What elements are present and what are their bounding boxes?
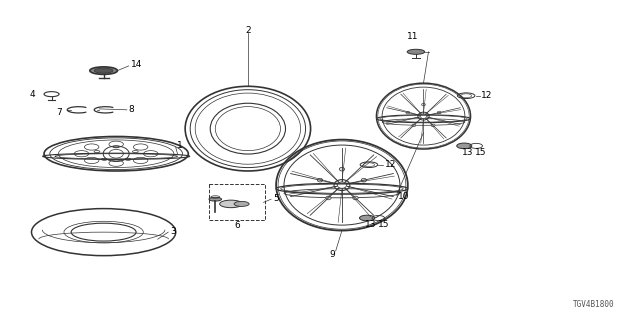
Ellipse shape [220,200,242,208]
Ellipse shape [437,111,441,114]
Text: 13: 13 [461,148,473,157]
Ellipse shape [209,197,221,201]
Ellipse shape [360,215,374,221]
Ellipse shape [412,124,416,127]
Ellipse shape [90,67,117,74]
Ellipse shape [94,68,113,73]
Ellipse shape [361,178,367,182]
Ellipse shape [431,124,435,127]
Text: 13: 13 [365,220,377,229]
Text: 10: 10 [398,192,409,201]
Text: 9: 9 [330,250,335,259]
Ellipse shape [457,143,472,149]
Ellipse shape [406,111,410,114]
Ellipse shape [234,201,249,206]
Text: 4: 4 [29,90,35,99]
Ellipse shape [317,178,323,182]
Ellipse shape [353,196,358,200]
Text: 2: 2 [245,26,251,35]
Text: 15: 15 [378,220,389,229]
Text: 1: 1 [177,141,183,150]
Text: 12: 12 [385,160,396,169]
Text: 5: 5 [273,194,278,203]
Text: 12: 12 [481,91,493,100]
Text: TGV4B1800: TGV4B1800 [573,300,615,309]
Ellipse shape [422,103,426,106]
Text: 3: 3 [170,227,176,236]
Text: 15: 15 [475,148,486,157]
Ellipse shape [326,196,331,200]
Text: 14: 14 [131,60,142,69]
Text: 6: 6 [234,221,240,230]
Text: 7: 7 [56,108,61,117]
Ellipse shape [407,49,425,54]
Text: 11: 11 [407,32,419,41]
Text: 8: 8 [129,105,134,114]
Ellipse shape [339,167,344,171]
